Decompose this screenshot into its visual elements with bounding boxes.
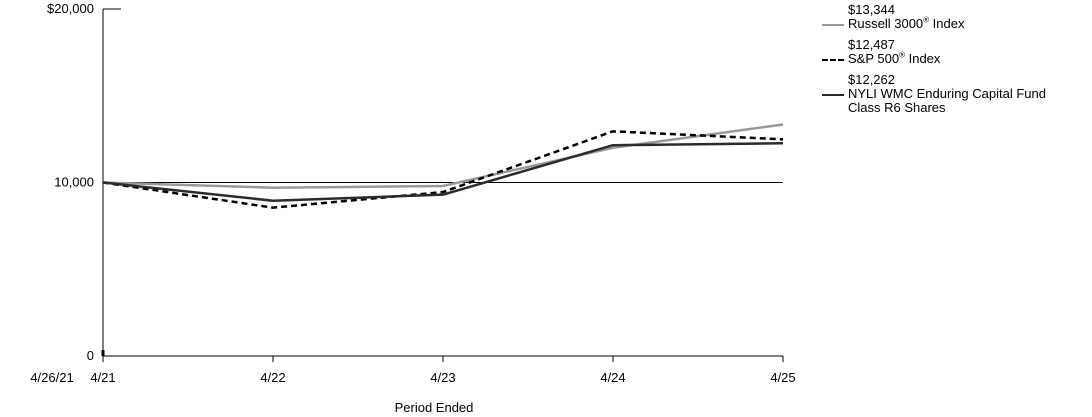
legend-swatch-fund (822, 94, 844, 96)
x-tick-label: 4/22 (260, 370, 285, 385)
performance-line-chart: 0 10,000 $20,000 4/21 4/22 4/23 4/24 4/25 4/26/… (30, 1, 796, 415)
legend-item-fund: $12,262 NYLI WMC Enduring Capital Fund C… (822, 73, 1088, 115)
x-axis: 4/21 4/22 4/23 4/24 4/25 4/26/21 (30, 350, 796, 385)
series-lines (102, 123, 784, 209)
x-tick-label: 4/24 (600, 370, 625, 385)
legend-swatch-sp-500 (822, 59, 844, 61)
x-tick-label: 4/21 (90, 370, 115, 385)
legend-label-sp-500: S&P 500® Index (848, 50, 941, 66)
legend-value-fund: $12,262 (848, 72, 895, 87)
y-axis: 0 10,000 $20,000 (47, 1, 783, 363)
x-tick-label: 4/23 (430, 370, 455, 385)
series-line-0 (102, 123, 784, 189)
legend-label-russell-3000: Russell 3000® Index (848, 15, 965, 31)
legend-value-sp-500: $12,487 (848, 37, 895, 52)
legend-swatch-russell-3000 (822, 24, 844, 26)
legend-label-fund-line-1: NYLI WMC Enduring Capital Fund (848, 86, 1046, 101)
legend-value-russell-3000: $13,344 (848, 2, 895, 17)
x-axis-title: Period Ended (395, 400, 474, 415)
x-tick-label: 4/25 (770, 370, 795, 385)
y-tick-label: 10,000 (54, 175, 94, 190)
series-line-1 (102, 130, 784, 209)
y-tick-label: $20,000 (47, 1, 94, 16)
legend-item-russell-3000: $13,344 Russell 3000® Index (822, 3, 1088, 31)
legend-item-sp-500: $12,487 S&P 500® Index (822, 38, 1088, 66)
legend-label-fund-line-2: Class R6 Shares (848, 100, 946, 115)
series-line-2 (102, 142, 784, 202)
legend: $13,344 Russell 3000® Index $12,487 S&P … (822, 3, 1088, 122)
y-tick-label: 0 (87, 348, 94, 363)
x-start-date-label: 4/26/21 (30, 370, 73, 385)
